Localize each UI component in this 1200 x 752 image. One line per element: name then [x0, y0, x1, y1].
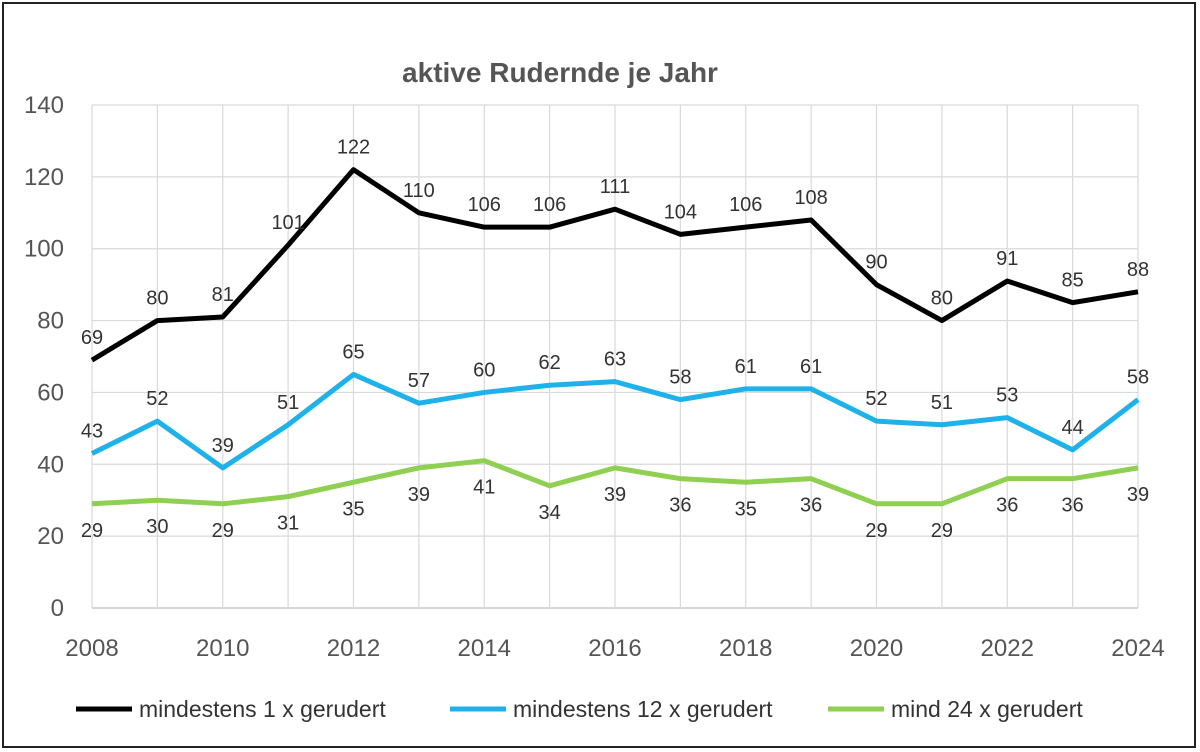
- legend-entry: mind 24 x gerudert: [891, 696, 1083, 722]
- data-label: 36: [1062, 495, 1084, 517]
- data-label: 106: [533, 194, 566, 216]
- data-label: 106: [468, 194, 501, 216]
- legend: mindestens 1 x gerudert mindestens 12 x g…: [76, 696, 1083, 722]
- series-line-3: [91, 458, 1139, 507]
- data-label: 88: [1127, 259, 1149, 281]
- data-label: 34: [539, 502, 561, 524]
- data-label: 39: [604, 484, 626, 506]
- data-label: 85: [1062, 270, 1084, 292]
- y-tick-label: 120: [24, 164, 64, 191]
- data-labels: 69 80 81 101 122 110 106 106 111 104 106 108 90 80 91 8…: [81, 137, 1149, 542]
- y-tick-label: 40: [37, 451, 64, 478]
- data-label: 51: [277, 392, 299, 414]
- x-tick-label: 2008: [65, 635, 118, 662]
- data-label: 52: [865, 388, 887, 410]
- y-tick-label: 100: [24, 236, 64, 263]
- x-tick-label: 2012: [327, 635, 380, 662]
- data-label: 81: [212, 284, 234, 306]
- data-label: 58: [669, 367, 691, 389]
- x-tick-label: 2020: [850, 635, 903, 662]
- data-label: 110: [403, 180, 435, 202]
- x-tick-label: 2016: [588, 635, 641, 662]
- data-label: 29: [931, 520, 953, 542]
- data-label: 31: [277, 513, 299, 535]
- data-label: 58: [1127, 367, 1149, 389]
- gridlines: [91, 104, 1139, 609]
- data-label: 65: [342, 341, 364, 363]
- y-tick-label: 140: [24, 92, 64, 119]
- data-label: 36: [800, 495, 822, 517]
- data-label: 30: [146, 516, 168, 538]
- data-label: 60: [473, 359, 495, 381]
- data-label: 36: [996, 495, 1018, 517]
- legend-entry: mindestens 1 x gerudert: [139, 696, 386, 722]
- chart-title: aktive Rudernde je Jahr: [402, 57, 718, 88]
- data-label: 51: [931, 392, 953, 414]
- data-label: 101: [271, 212, 304, 234]
- data-label: 57: [408, 370, 430, 392]
- x-tick-label: 2018: [719, 635, 772, 662]
- data-label: 29: [212, 520, 234, 542]
- data-label: 39: [212, 435, 234, 457]
- data-label: 35: [342, 498, 364, 520]
- data-label: 108: [794, 187, 827, 209]
- data-label: 36: [669, 495, 691, 517]
- data-label: 35: [735, 498, 757, 520]
- series-lines: [90, 167, 1140, 507]
- data-label: 39: [1127, 484, 1149, 506]
- data-label: 106: [729, 194, 762, 216]
- x-tick-label: 2022: [981, 635, 1034, 662]
- y-tick-label: 0: [51, 595, 64, 622]
- data-label: 61: [735, 356, 757, 378]
- series-line-2: [90, 371, 1140, 471]
- y-tick-label: 60: [37, 379, 64, 406]
- data-label: 53: [996, 385, 1018, 407]
- data-label: 69: [81, 327, 103, 349]
- data-label: 80: [146, 288, 168, 310]
- data-label: 29: [81, 520, 103, 542]
- data-label: 29: [865, 520, 887, 542]
- data-label: 122: [337, 137, 370, 159]
- x-tick-label: 2024: [1111, 635, 1164, 662]
- data-label: 62: [539, 352, 561, 374]
- data-label: 90: [865, 252, 887, 274]
- data-label: 61: [800, 356, 822, 378]
- data-label: 52: [146, 388, 168, 410]
- legend-entry: mindestens 12 x gerudert: [513, 696, 773, 722]
- data-label: 39: [408, 484, 430, 506]
- y-axis: 0 20 40 60 80 100 120 140: [24, 92, 64, 622]
- x-tick-label: 2010: [196, 635, 249, 662]
- data-label: 91: [996, 248, 1018, 270]
- x-tick-label: 2014: [458, 635, 511, 662]
- x-axis: 2008 2010 2012 2014 2016 2018 2020 2022 2024: [65, 635, 1164, 662]
- y-tick-label: 80: [37, 308, 64, 335]
- data-label: 44: [1062, 417, 1084, 439]
- series-line-1: [90, 167, 1139, 363]
- data-label: 41: [473, 477, 495, 499]
- data-label: 104: [664, 201, 697, 223]
- data-label: 80: [931, 288, 953, 310]
- data-label: 111: [600, 176, 630, 198]
- data-label: 43: [81, 421, 103, 443]
- y-tick-label: 20: [37, 523, 64, 550]
- data-label: 63: [604, 349, 626, 371]
